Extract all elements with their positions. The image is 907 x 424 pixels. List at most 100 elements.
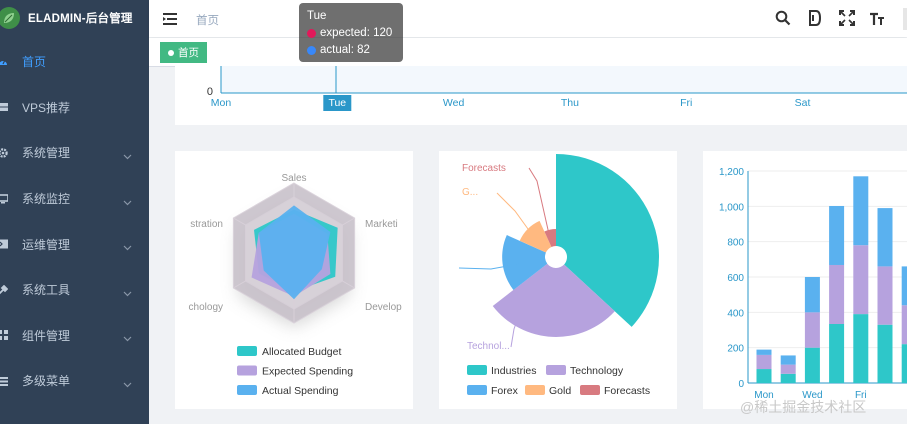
hamburger-icon[interactable] <box>163 12 177 30</box>
legend-label[interactable]: Technology <box>570 365 624 377</box>
bar-wed-s3[interactable] <box>804 277 820 313</box>
tool-icon <box>0 284 8 295</box>
server-icon <box>0 102 8 112</box>
radar-indicator-label: stration <box>190 219 223 230</box>
sidebar-item-5[interactable]: 系统工具 <box>0 267 149 313</box>
pie-label-line <box>528 167 552 244</box>
pie-slice-gold[interactable] <box>519 220 552 253</box>
legend-swatch[interactable] <box>467 365 487 375</box>
navbar: 首页 <box>149 0 907 37</box>
sidebar-item-1[interactable]: VPS推荐 <box>0 85 149 131</box>
sidebar-item-label: 运维管理 <box>22 237 71 252</box>
bar-wed-s1[interactable] <box>804 347 820 383</box>
sidebar-item-label: 系统工具 <box>22 283 71 298</box>
chevron-down-icon <box>123 149 132 163</box>
pie-slice-industries[interactable] <box>556 154 659 327</box>
legend-swatch[interactable] <box>525 385 545 395</box>
tags-view: 首页 <box>149 38 907 67</box>
tag-label: 首页 <box>178 47 199 59</box>
bar-sun-s3[interactable] <box>901 266 907 306</box>
radar-area-2 <box>258 205 331 300</box>
legend-label[interactable]: Allocated Budget <box>262 346 341 358</box>
document-icon[interactable] <box>806 9 824 27</box>
terminal-icon <box>0 239 8 249</box>
legend-label[interactable]: Forex <box>491 385 519 397</box>
radar-chart: Sales Marketi Develop chology stration Alloca… <box>189 173 403 397</box>
x-tick-label: Wed <box>443 97 465 109</box>
bar-thu-s1[interactable] <box>829 323 845 383</box>
sidebar-item-7[interactable]: 多级菜单 <box>0 358 149 404</box>
y-tick-label: 0 <box>738 379 744 390</box>
bar-tue-s3[interactable] <box>780 355 796 365</box>
y-tick-label: 1,200 <box>719 167 744 178</box>
bar-mon-s3[interactable] <box>756 349 772 355</box>
bar-fri-s1[interactable] <box>853 314 869 383</box>
pie-label-line <box>496 192 542 248</box>
chevron-down-icon <box>123 195 132 209</box>
bar-sat-s2[interactable] <box>877 266 893 325</box>
radar-indicator-label: chology <box>189 302 223 313</box>
y-tick-zero: 0 <box>207 86 213 98</box>
grid-icon <box>0 330 8 341</box>
legend-swatch[interactable] <box>237 365 257 376</box>
sidebar-item-label: VPS推荐 <box>22 100 71 115</box>
font-size-icon[interactable] <box>868 9 886 27</box>
y-tick-label: 1,000 <box>719 202 744 213</box>
bar-sun-s1[interactable] <box>901 344 907 383</box>
bar-thu-s3[interactable] <box>829 205 845 265</box>
bar-sun-s2[interactable] <box>901 305 907 345</box>
legend-label[interactable]: Actual Spending <box>262 385 339 397</box>
legend-label[interactable]: Expected Spending <box>262 366 353 378</box>
pie-slice-forex[interactable] <box>502 235 548 290</box>
tooltip-expected-value: 120 <box>373 27 393 39</box>
sidebar-item-2[interactable]: 系统管理 <box>0 130 149 176</box>
avatar[interactable] <box>903 8 907 30</box>
legend-label[interactable]: Forecasts <box>604 385 650 397</box>
chevron-down-icon <box>123 331 132 345</box>
pie-slice-label: G... <box>462 187 478 198</box>
sidebar-item-4[interactable]: 运维管理 <box>0 221 149 267</box>
bar-wed-s2[interactable] <box>804 312 820 348</box>
legend-swatch[interactable] <box>467 385 487 395</box>
bar-thu-s2[interactable] <box>829 264 845 324</box>
watermark: @稀土掘金技术社区 <box>740 399 867 415</box>
search-icon[interactable] <box>774 9 792 27</box>
area-fill <box>221 66 907 93</box>
pie-label-line <box>510 280 532 348</box>
sidebar-item-6[interactable]: 组件管理 <box>0 313 149 359</box>
bar-tue-s1[interactable] <box>780 373 796 383</box>
x-tick-label: Mon <box>211 97 232 109</box>
legend-label[interactable]: Gold <box>549 385 571 397</box>
sidebar: ELADMIN-后台管理 首页 VPS推荐系统管理系统监控运维管理系统工具组件管理… <box>0 0 149 424</box>
brand[interactable]: ELADMIN-后台管理 <box>0 0 149 36</box>
bar-fri-s3[interactable] <box>853 176 869 246</box>
bar-mon-s2[interactable] <box>756 354 772 370</box>
sidebar-item-label: 系统管理 <box>22 146 71 161</box>
legend-swatch[interactable] <box>546 365 566 375</box>
list-icon <box>0 376 8 386</box>
bar-sat-s1[interactable] <box>877 324 893 383</box>
pie-slice-technology[interactable] <box>492 263 615 337</box>
chart-tooltip: Tue expected: 120 actual: 82 <box>299 3 403 62</box>
sidebar-item-3[interactable]: 系统监控 <box>0 176 149 222</box>
legend-label[interactable]: Industries <box>491 365 537 377</box>
legend-swatch[interactable] <box>580 385 600 395</box>
bar-sat-s3[interactable] <box>877 208 893 267</box>
radar-chart-card: Sales Marketi Develop chology stration Alloca… <box>175 151 413 409</box>
legend-swatch[interactable] <box>237 385 257 395</box>
y-tick-label: 400 <box>727 308 744 319</box>
tooltip-row-expected: expected: 120 <box>307 27 392 39</box>
bar-mon-s1[interactable] <box>756 369 772 383</box>
breadcrumb: 首页 <box>196 15 219 27</box>
bar-fri-s2[interactable] <box>853 245 869 315</box>
radar-indicator-label: Marketi <box>365 219 398 230</box>
tag-home[interactable]: 首页 <box>160 42 207 63</box>
bar-tue-s2[interactable] <box>780 364 796 374</box>
expected-dot-icon <box>307 28 316 38</box>
x-tick-label: Sat <box>795 97 811 109</box>
tooltip-actual-value: 82 <box>357 44 370 56</box>
fullscreen-icon[interactable] <box>838 9 856 27</box>
legend-swatch[interactable] <box>237 346 257 356</box>
sidebar-item-0[interactable]: 首页 <box>0 39 149 85</box>
y-tick-label: 600 <box>727 273 744 284</box>
